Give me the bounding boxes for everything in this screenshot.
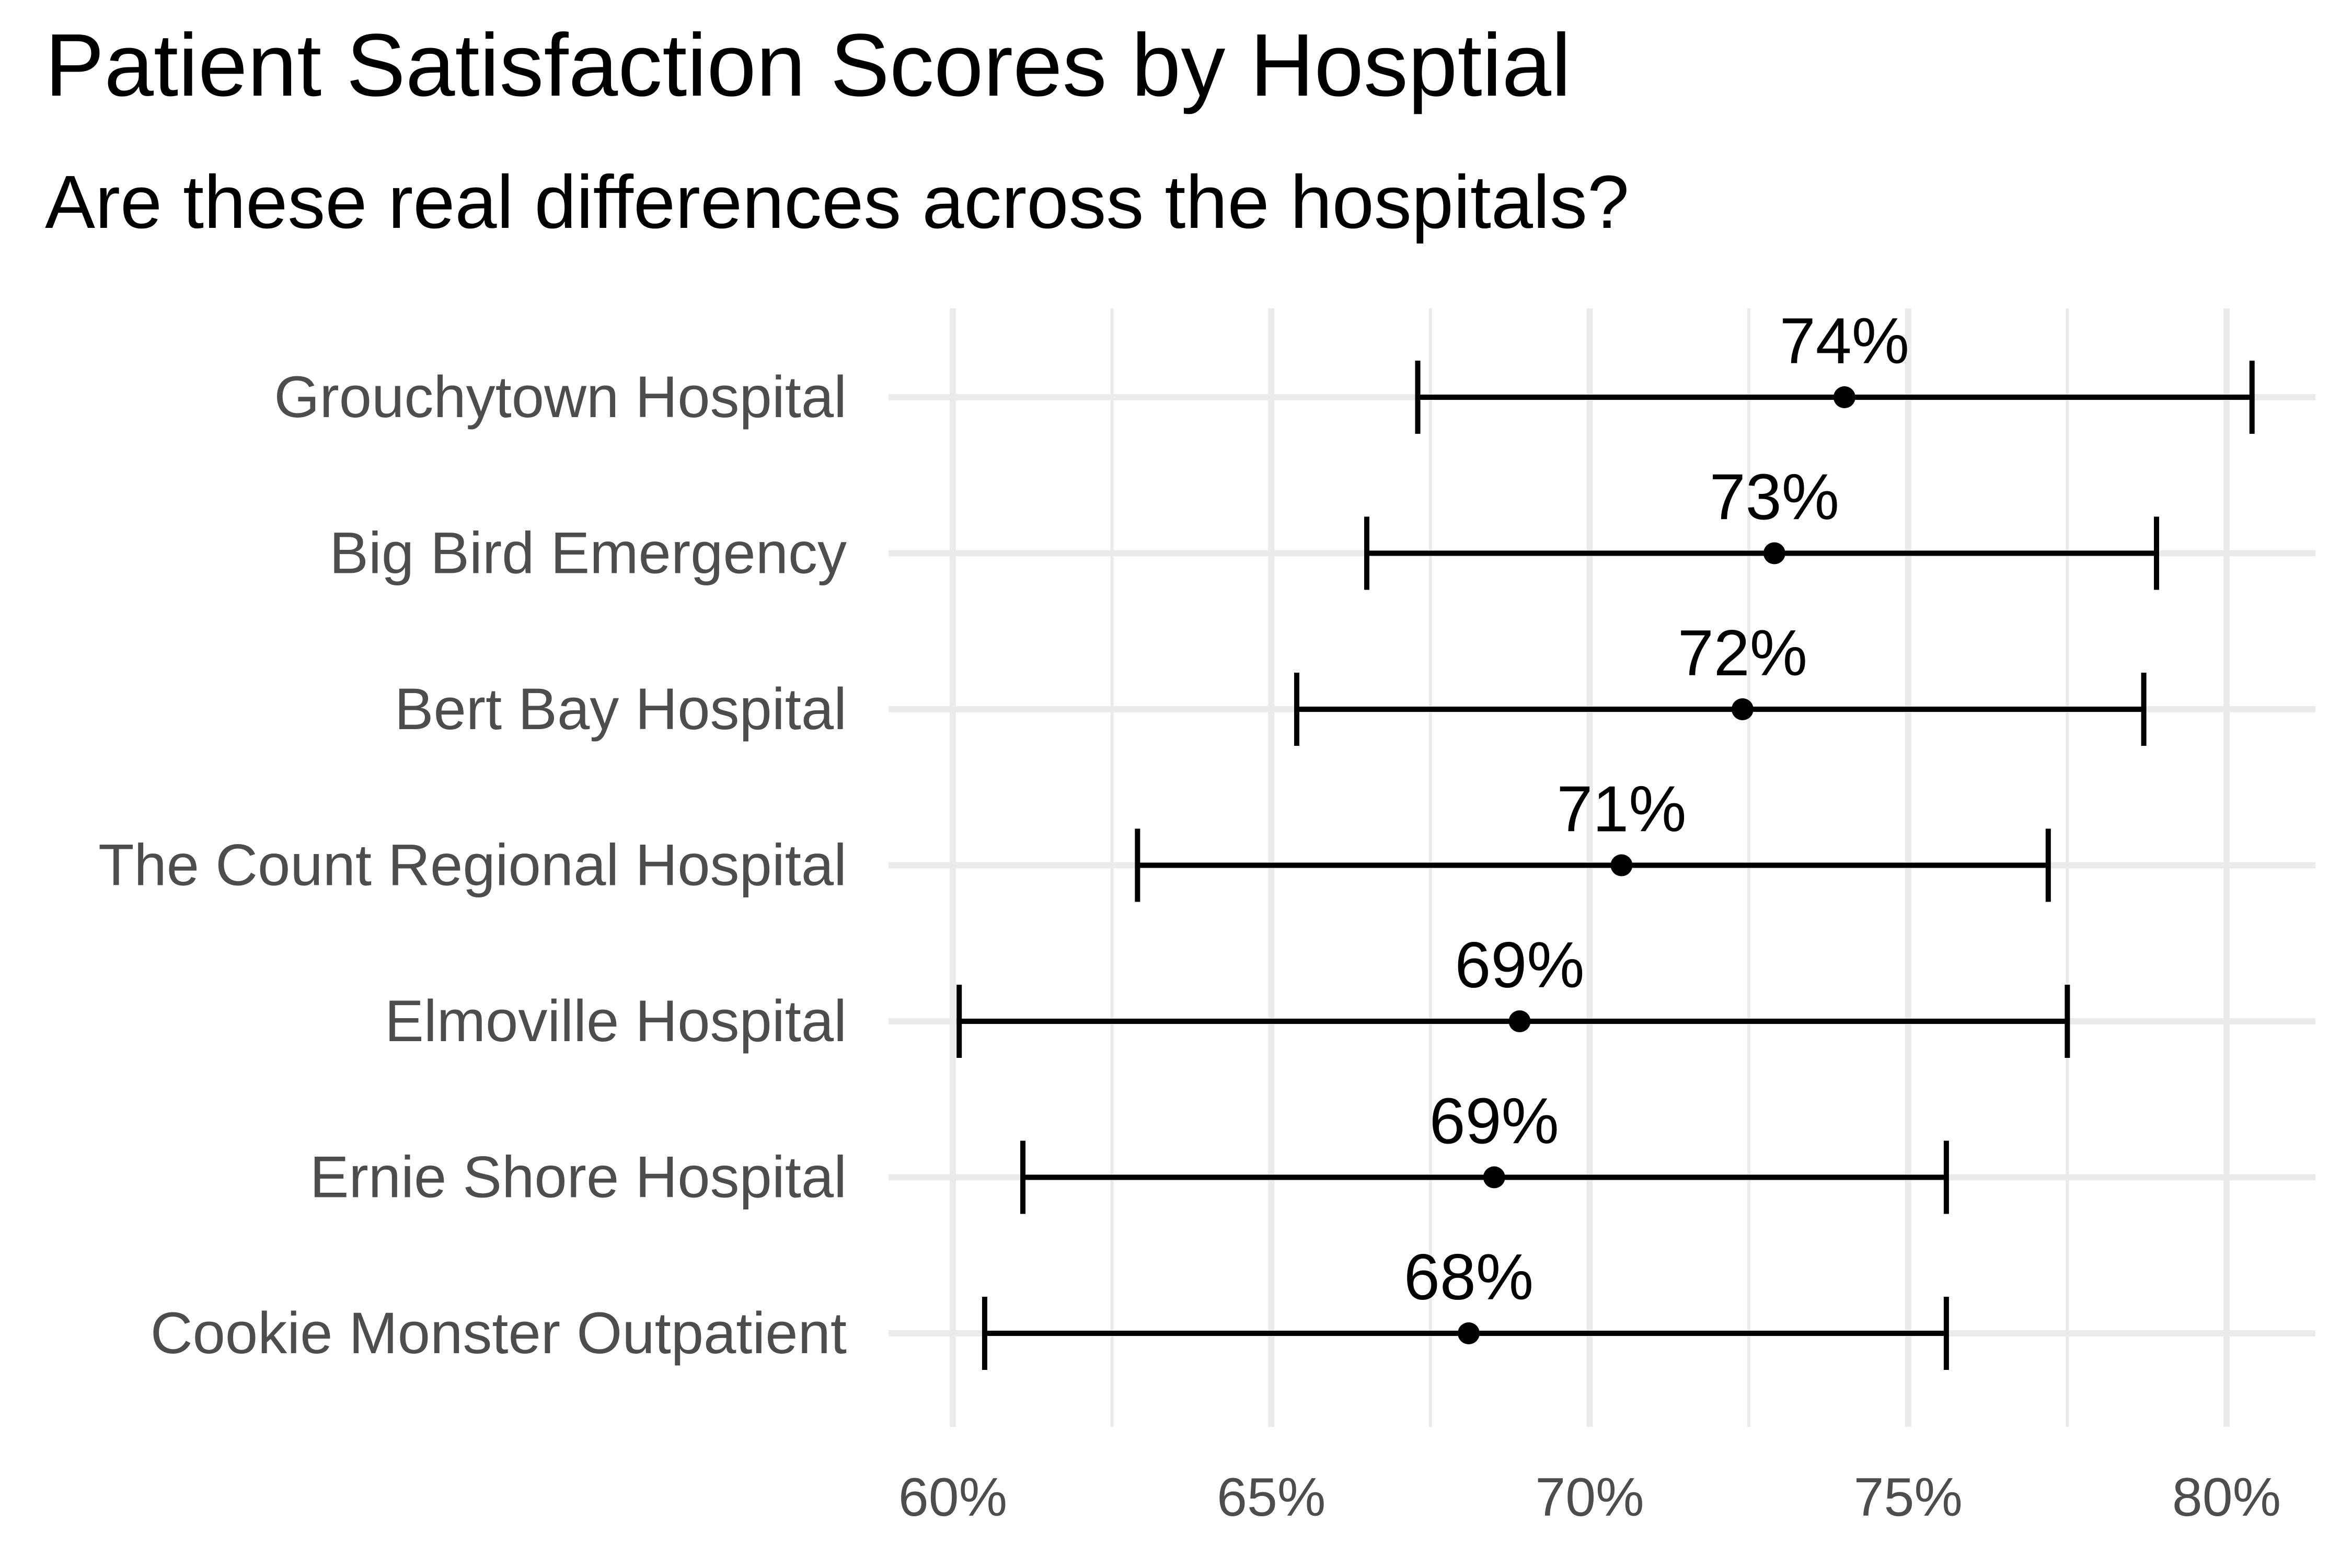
chart-title: Patient Satisfaction Scores by Hosptial: [45, 16, 1571, 115]
point-estimate: [1457, 1322, 1480, 1344]
point-estimate: [1731, 698, 1754, 720]
x-tick-labels: 60% 65% 70% 75% 80%: [898, 1467, 2281, 1528]
x-tick-label: 60%: [898, 1467, 1007, 1528]
x-tick-label: 75%: [1854, 1467, 1963, 1528]
point-estimate: [1763, 542, 1785, 564]
data-label: 68%: [1404, 1241, 1534, 1313]
x-tick-label: 80%: [2172, 1467, 2281, 1528]
category-labels: Grouchytown Hospital Big Bird Emergency Be…: [98, 364, 847, 1366]
data-label: 69%: [1429, 1086, 1559, 1158]
data-label: 71%: [1557, 774, 1686, 846]
data-label: 69%: [1455, 929, 1584, 1001]
chart-subtitle: Are these real differences across the ho…: [45, 160, 1630, 244]
category-label: Ernie Shore Hospital: [310, 1145, 847, 1210]
point-estimate: [1610, 854, 1633, 877]
data-label: 72%: [1678, 617, 1807, 689]
x-tick-label: 70%: [1535, 1467, 1644, 1528]
category-label: Cookie Monster Outpatient: [151, 1300, 847, 1366]
x-tick-label: 65%: [1217, 1467, 1325, 1528]
data-labels: 74% 73% 72% 71% 69% 69% 68%: [1404, 305, 1909, 1313]
category-label: Elmoville Hospital: [385, 988, 847, 1054]
data-label: 73%: [1710, 462, 1839, 534]
error-bars: [956, 361, 2255, 1370]
category-label: Bert Bay Hospital: [395, 676, 847, 742]
category-label: Grouchytown Hospital: [274, 364, 847, 430]
category-label: Big Bird Emergency: [329, 521, 847, 586]
point-estimate: [1833, 386, 1855, 408]
point-estimate: [1483, 1166, 1505, 1189]
point-estimate: [1508, 1010, 1531, 1032]
data-label: 74%: [1780, 305, 1909, 377]
category-label: The Count Regional Hospital: [98, 833, 847, 898]
